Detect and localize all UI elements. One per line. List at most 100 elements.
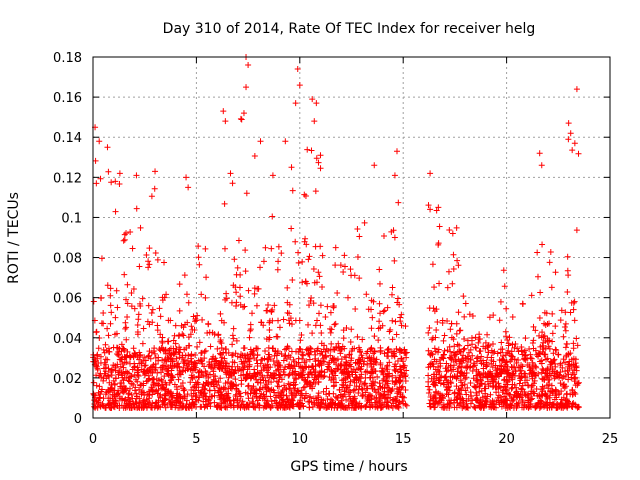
data-point-2856 <box>431 308 438 315</box>
data-point-888 <box>229 332 236 339</box>
data-point-1102 <box>370 350 377 357</box>
data-point-614 <box>121 271 128 278</box>
data-point-2105 <box>365 306 372 313</box>
data-point-825 <box>319 352 326 359</box>
data-point-942 <box>444 387 451 394</box>
data-point-2982 <box>146 388 153 395</box>
data-point-2723 <box>556 372 563 379</box>
data-point-3012 <box>141 354 148 361</box>
data-point-2990 <box>254 397 261 404</box>
data-point-174 <box>276 324 283 331</box>
data-point-2552 <box>519 382 526 389</box>
data-point-2070 <box>377 361 384 368</box>
data-point-1888 <box>489 349 496 356</box>
data-point-482 <box>237 393 244 400</box>
data-point-peak-3301 <box>567 130 574 137</box>
data-point-2046 <box>394 295 401 302</box>
y-tick-label-3: 0.06 <box>53 292 82 307</box>
data-point-2948 <box>445 391 452 398</box>
data-point-3002 <box>476 335 483 342</box>
data-point-838 <box>491 348 498 355</box>
data-point-3132 <box>519 391 526 398</box>
data-point-1856 <box>194 312 201 319</box>
data-point-2411 <box>537 289 544 296</box>
data-point-1690 <box>279 388 286 395</box>
data-point-525 <box>325 347 332 354</box>
data-point-2570 <box>118 395 125 402</box>
data-point-557 <box>363 291 370 298</box>
data-point-2449 <box>324 404 331 411</box>
data-point-1694 <box>233 289 240 296</box>
data-point-214 <box>137 224 144 231</box>
data-point-2010 <box>249 400 256 407</box>
data-point-2464 <box>334 394 341 401</box>
data-point-2881 <box>305 345 312 352</box>
data-point-2978 <box>529 382 536 389</box>
data-point-3081 <box>343 369 350 376</box>
data-point-2947 <box>489 397 496 404</box>
data-point-394 <box>442 365 449 372</box>
data-point-2418 <box>338 356 345 363</box>
data-point-935 <box>573 227 580 234</box>
data-point-2874 <box>155 382 162 389</box>
data-point-682 <box>391 234 398 241</box>
data-point-2183 <box>217 375 224 382</box>
data-point-2732 <box>431 356 438 363</box>
data-point-3018 <box>477 382 484 389</box>
data-point-3144 <box>355 386 362 393</box>
data-point-1874 <box>486 314 493 321</box>
data-point-247 <box>161 373 168 380</box>
data-point-2975 <box>384 363 391 370</box>
data-point-2302 <box>180 364 187 371</box>
data-point-788 <box>543 310 550 317</box>
data-point-225 <box>181 272 188 279</box>
data-point-2939 <box>228 366 235 373</box>
data-point-2550 <box>188 352 195 359</box>
data-point-2284 <box>188 387 195 394</box>
data-point-2655 <box>128 290 135 297</box>
data-point-1946 <box>477 357 484 364</box>
data-point-3224 <box>474 377 481 384</box>
data-point-175 <box>482 339 489 346</box>
data-point-2116 <box>384 353 391 360</box>
data-point-1014 <box>177 383 184 390</box>
data-point-peak-3284 <box>294 66 301 73</box>
data-point-2789 <box>119 386 126 393</box>
data-point-1426 <box>285 345 292 352</box>
data-point-2329 <box>495 392 502 399</box>
data-point-2137 <box>453 330 460 337</box>
data-point-1583 <box>318 400 325 407</box>
data-point-773 <box>571 317 578 324</box>
data-point-2468 <box>102 361 109 368</box>
data-point-1953 <box>433 327 440 334</box>
data-point-2543 <box>376 280 383 287</box>
data-point-139 <box>371 333 378 340</box>
data-point-2724 <box>510 396 517 403</box>
data-point-3013 <box>348 355 355 362</box>
data-point-2629 <box>385 402 392 409</box>
data-point-2503 <box>552 363 559 370</box>
data-point-2826 <box>150 348 157 355</box>
data-point-1228 <box>519 300 526 307</box>
data-point-3062 <box>534 273 541 280</box>
data-point-706 <box>322 313 329 320</box>
data-point-2373 <box>221 245 228 252</box>
data-point-2793 <box>108 381 115 388</box>
data-point-2727 <box>309 371 316 378</box>
data-point-1778 <box>210 383 217 390</box>
data-point-490 <box>403 402 410 409</box>
data-point-2282 <box>383 373 390 380</box>
data-point-peak-3270 <box>133 172 140 179</box>
data-point-2918 <box>142 357 149 364</box>
data-point-2526 <box>194 379 201 386</box>
data-point-1761 <box>562 344 569 351</box>
data-point-2437 <box>112 367 119 374</box>
data-point-3164 <box>102 370 109 377</box>
data-point-1273 <box>400 362 407 369</box>
data-point-1250 <box>190 313 197 320</box>
data-point-1932 <box>133 205 140 212</box>
data-point-3052 <box>252 390 259 397</box>
data-point-2195 <box>127 373 134 380</box>
data-point-2384 <box>126 385 133 392</box>
